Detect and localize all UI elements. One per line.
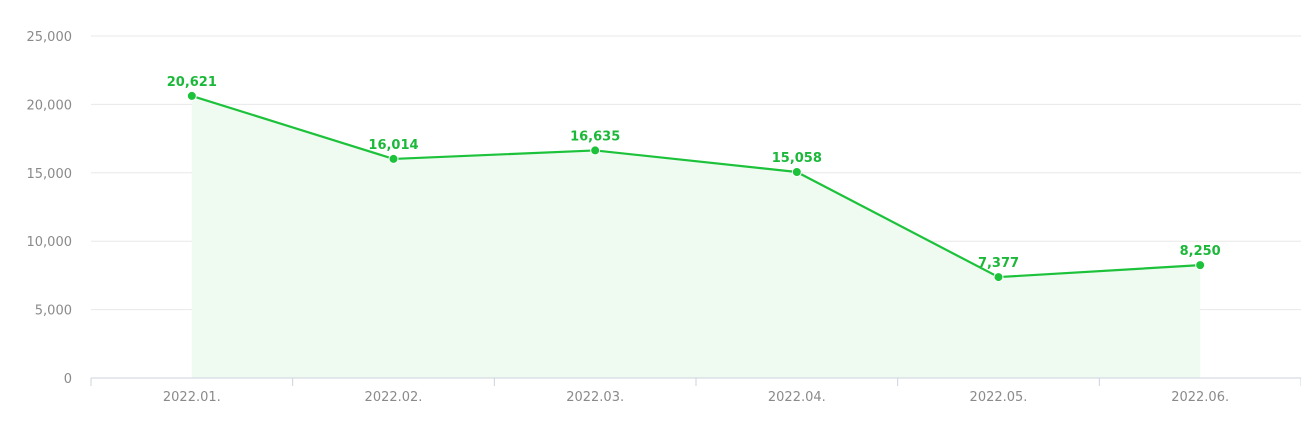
data-labels: 20,621 16,014 16,635 15,058 7,377 8,250 [167, 75, 1221, 271]
data-point[interactable] [388, 153, 399, 164]
y-tick-label: 15,000 [27, 167, 73, 182]
data-label: 15,058 [772, 151, 822, 166]
area-fill [191, 95, 1201, 378]
x-tick-label: 2022.04. [768, 390, 826, 405]
x-tick-label: 2022.03. [566, 390, 624, 405]
y-tick-label: 25,000 [27, 30, 73, 45]
x-tick-label: 2022.06. [1171, 390, 1229, 405]
data-point[interactable] [1195, 260, 1206, 271]
y-tick-label: 0 [64, 372, 72, 387]
data-label: 8,250 [1180, 244, 1221, 259]
y-axis: 0 5,000 10,000 15,000 20,000 25,000 [27, 30, 73, 387]
y-tick-label: 10,000 [27, 235, 73, 250]
data-point[interactable] [791, 167, 802, 178]
area-fill-layer [191, 95, 1201, 378]
x-tick-label: 2022.05. [970, 390, 1028, 405]
x-axis: 2022.01. 2022.02. 2022.03. 2022.04. 2022.05.… [90, 377, 1301, 405]
data-point[interactable] [590, 145, 601, 156]
data-points [186, 90, 1206, 283]
data-label: 20,621 [167, 75, 217, 90]
series-line-layer [191, 94, 1201, 279]
x-tick-label: 2022.02. [365, 390, 423, 405]
data-label: 7,377 [978, 256, 1019, 271]
y-tick-label: 5,000 [35, 304, 72, 319]
x-tick-label: 2022.01. [163, 390, 221, 405]
y-tick-label: 20,000 [27, 98, 73, 113]
data-label: 16,014 [368, 138, 418, 153]
data-point[interactable] [186, 90, 197, 101]
data-point[interactable] [993, 272, 1004, 283]
series-line [191, 94, 1201, 279]
data-label: 16,635 [570, 129, 620, 144]
